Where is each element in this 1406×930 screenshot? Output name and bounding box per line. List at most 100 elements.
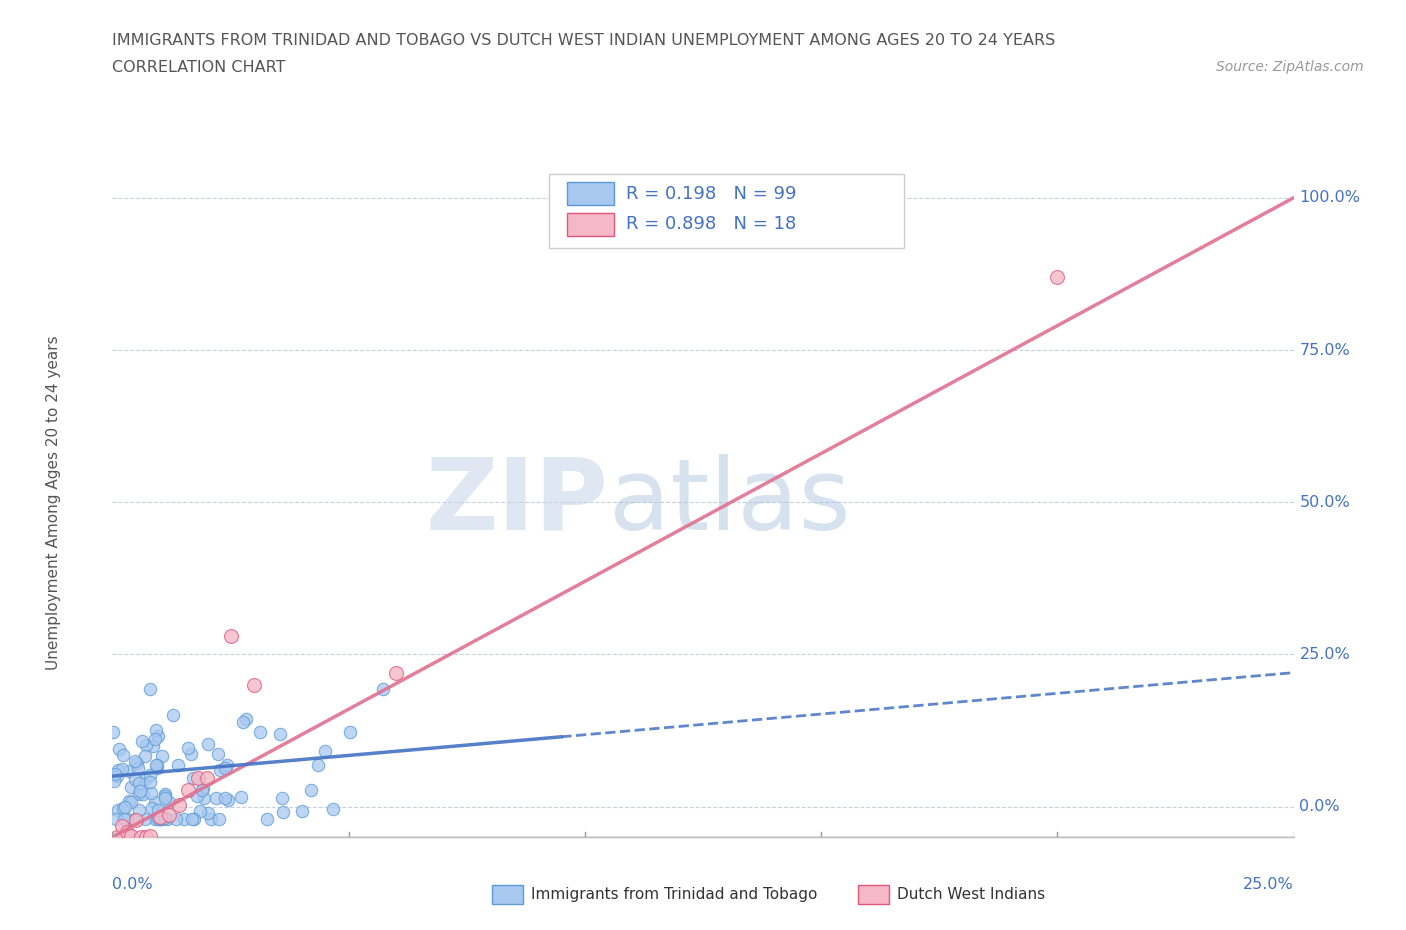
Point [141,801,163,816]
Point [105,811,128,826]
Text: R = 0.198   N = 99: R = 0.198 N = 99 [626,184,797,203]
Point [183,811,205,826]
Point [256,811,278,826]
Point [191,782,214,797]
Point [149,811,172,826]
Point [215,758,238,773]
Point [128,803,150,817]
Point [150,749,173,764]
Point [107,763,129,777]
Point [322,802,344,817]
Point [217,793,239,808]
Point [165,811,187,826]
Point [153,786,176,801]
Text: 25.0%: 25.0% [1299,647,1350,662]
Point [167,797,190,812]
Point [129,783,152,798]
Point [143,732,166,747]
Point [385,665,408,680]
Point [177,782,200,797]
Text: 75.0%: 75.0% [1299,342,1350,357]
Point [249,724,271,739]
Point [148,803,170,817]
Point [307,758,329,773]
Point [142,738,165,753]
FancyBboxPatch shape [567,182,614,205]
Text: Dutch West Indians: Dutch West Indians [897,887,1045,902]
Point [124,753,146,768]
Point [125,813,148,828]
Point [125,755,148,770]
Text: Unemployment Among Ages 20 to 24 years: Unemployment Among Ages 20 to 24 years [46,335,60,670]
Point [314,743,336,758]
Text: 0.0%: 0.0% [112,877,153,892]
Point [1046,270,1069,285]
Point [291,804,314,818]
Text: Immigrants from Trinidad and Tobago: Immigrants from Trinidad and Tobago [531,887,818,902]
Point [205,790,228,805]
Point [186,771,208,786]
Text: 100.0%: 100.0% [1299,191,1361,206]
Point [157,807,180,822]
Point [162,708,184,723]
Point [103,773,125,788]
Point [173,811,195,826]
Point [191,780,214,795]
Point [200,811,222,826]
Point [219,629,242,644]
Point [143,811,166,826]
Point [143,794,166,809]
Point [208,763,231,777]
Point [104,766,127,781]
Point [115,825,138,840]
Point [181,811,204,826]
Point [121,794,143,809]
Point [111,748,134,763]
Point [153,789,176,804]
Point [235,711,257,726]
Point [139,775,162,790]
Point [134,811,156,826]
Point [243,677,266,692]
Point [150,811,173,826]
Point [132,787,155,802]
Point [299,783,322,798]
Text: Source: ZipAtlas.com: Source: ZipAtlas.com [1216,60,1364,74]
Point [124,811,146,826]
Point [111,801,134,816]
Point [128,787,150,802]
Point [145,757,167,772]
Point [197,805,219,820]
Point [101,724,124,739]
Point [181,771,204,786]
Point [186,789,208,804]
Point [188,804,211,818]
Point [339,724,361,739]
Point [135,830,157,844]
Point [193,790,215,805]
Point [269,727,291,742]
Point [141,786,163,801]
Point [131,734,153,749]
Point [197,737,219,751]
Point [105,769,128,784]
Point [157,795,180,810]
Point [120,829,142,844]
FancyBboxPatch shape [492,885,523,904]
Point [271,790,294,805]
Text: atlas: atlas [609,454,851,551]
Point [111,818,134,833]
Point [139,768,162,783]
Text: 50.0%: 50.0% [1299,495,1350,510]
Point [153,811,176,826]
Point [115,811,138,826]
Point [134,771,156,786]
Point [145,758,167,773]
Point [232,714,254,729]
Point [180,747,202,762]
FancyBboxPatch shape [858,885,889,904]
Text: CORRELATION CHART: CORRELATION CHART [112,60,285,75]
Point [129,830,152,844]
Point [108,742,131,757]
Point [195,771,218,786]
